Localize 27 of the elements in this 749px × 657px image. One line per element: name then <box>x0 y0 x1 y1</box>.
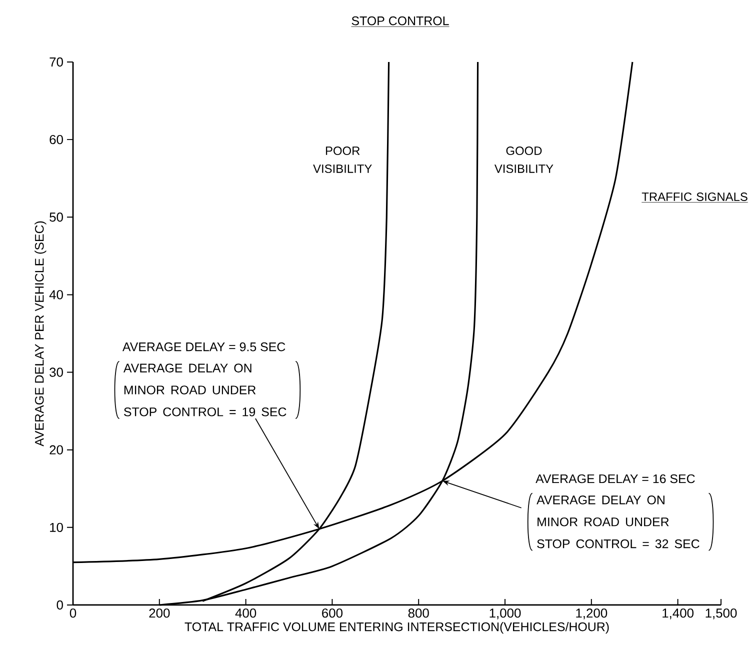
y-tick-label: 20 <box>50 445 63 454</box>
x-tick-label: 800 <box>408 608 429 618</box>
annotation: AVERAGE DELAY = 16 SEC <box>536 474 695 484</box>
y-tick-label: 70 <box>50 57 63 67</box>
series-label: POOR VISIBILITY <box>313 146 372 173</box>
x-axis-title: TOTAL TRAFFIC VOLUME ENTERING INTERSECTION(VEHICLES/HOUR) <box>184 622 609 634</box>
text: TRAFFIC SIGNALS <box>642 192 748 201</box>
y-tick-label: 40 <box>49 290 63 300</box>
x-tick-label: 600 <box>322 608 343 618</box>
x-tick-label: 1,000 <box>490 608 521 620</box>
x-tick-label: 1,500 <box>706 608 737 620</box>
annotation: AVERAGE DELAY ON MINOR ROAD UNDER STOP CONTROL = 19 SEC <box>123 364 286 416</box>
y-tick-label: 0 <box>56 600 63 610</box>
annotation: AVERAGE DELAY ON MINOR ROAD UNDER STOP CONTROL = 32 SEC <box>536 496 700 548</box>
y-tick-label: 10 <box>50 522 63 532</box>
chart-title: STOP CONTROL <box>352 16 449 26</box>
y-tick-label: 30 <box>50 368 63 377</box>
x-tick-label: 400 <box>235 608 256 618</box>
x-tick-label: 200 <box>149 608 170 618</box>
x-tick-label: 1,400 <box>662 608 694 620</box>
series-label: GOOD VISIBILITY <box>494 146 554 173</box>
x-tick-label: 1,200 <box>576 608 608 620</box>
annotation: AVERAGE DELAY = 9.5 SEC <box>122 342 286 352</box>
x-tick-label: 0 <box>70 608 76 618</box>
y-axis-title: AVERAGE DELAY PER VEHICLE (SEC) <box>34 221 46 446</box>
y-tick-label: 60 <box>50 134 63 144</box>
y-tick-label: 50 <box>50 212 63 222</box>
